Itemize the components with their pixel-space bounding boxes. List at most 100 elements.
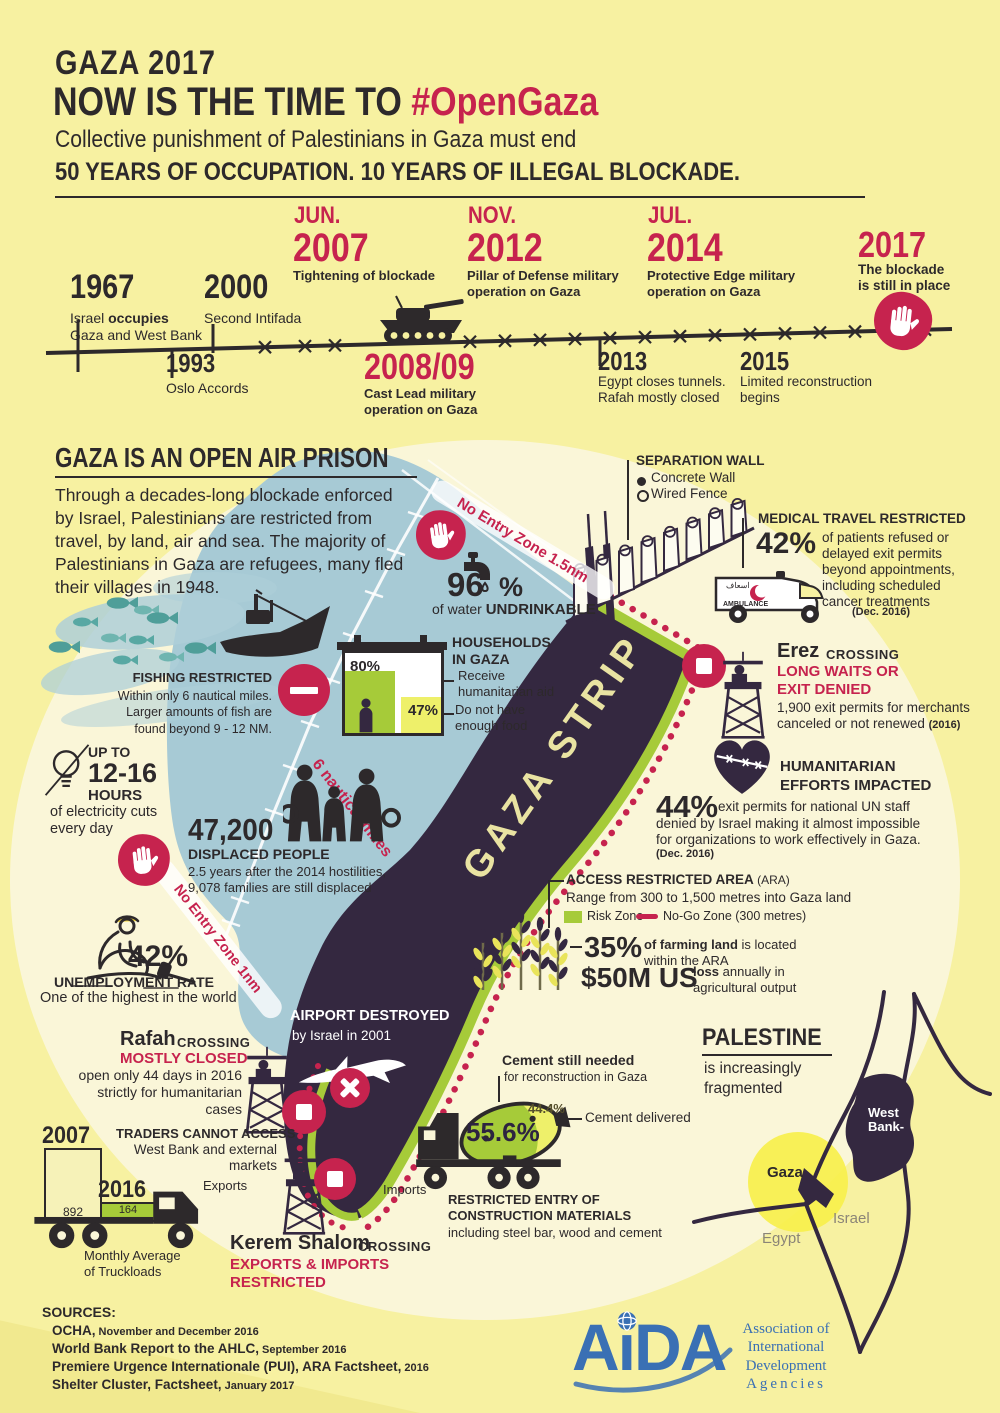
timeline-1967-l1b: occupies xyxy=(108,310,169,326)
timeline-2014-month: JUL. xyxy=(648,202,693,229)
globe-icon xyxy=(616,1311,637,1331)
timeline-2017-year: 2017 xyxy=(858,224,927,265)
no-fishing-icon xyxy=(278,664,330,716)
exports-label: Exports xyxy=(203,1178,248,1193)
electricity-hours-num: 12-16 xyxy=(88,758,158,788)
wired-fence-bullet-icon xyxy=(637,489,649,507)
faucet-icon xyxy=(456,544,508,599)
sources-label: SOURCES: xyxy=(42,1304,116,1320)
cement-restricted-1: RESTRICTED ENTRY OF xyxy=(448,1192,600,1207)
electricity-body: of electricity cuts every day xyxy=(50,804,158,838)
humanitarian-date: (Dec. 2016) xyxy=(656,848,715,860)
cement-delivered-label: Cement delivered xyxy=(585,1110,691,1125)
medical-body: of patients refused or delayed exit perm… xyxy=(822,530,955,609)
ara-title: ACCESS RESTRICTED AREA (ARA) xyxy=(566,872,790,887)
ara-callout-h xyxy=(548,880,564,882)
kerem-watchtower-icon xyxy=(276,1148,332,1241)
kerem-name: Kerem Shalom xyxy=(230,1232,371,1254)
aida-letter: A xyxy=(572,1310,620,1384)
households-chart: 80% 47% xyxy=(337,635,447,736)
households-title: HOUSEHOLDS IN GAZA xyxy=(452,634,551,667)
tank-icon xyxy=(380,295,464,343)
risk-zone-label: Risk Zone xyxy=(587,909,644,923)
erez-type: CROSSING xyxy=(826,647,900,662)
timeline-1993-desc: Oslo Accords xyxy=(166,380,249,396)
erez-body-2: canceled or not renewed (2016) xyxy=(777,716,961,731)
source-item: World Bank Report to the AHLC, September… xyxy=(52,1341,347,1356)
households-food-bar xyxy=(401,697,441,733)
timeline-2000-year: 2000 xyxy=(204,268,269,306)
water-pct: 96 xyxy=(447,566,484,603)
no-entry-hand-icon xyxy=(412,506,470,564)
humanitarian-body-2: denied by Israel making it almost imposs… xyxy=(656,816,921,848)
no-go-zone-swatch xyxy=(636,914,658,919)
truck-2016-year: 2016 xyxy=(98,1176,147,1203)
ara-callout-v xyxy=(548,880,550,928)
timeline-1967-l1a: Israel xyxy=(70,310,109,326)
electricity-icon xyxy=(40,740,96,805)
title-hashtag: #OpenGaza xyxy=(411,80,599,124)
cement-title: Cement still needed xyxy=(502,1052,635,1068)
medical-callout-line xyxy=(742,518,744,568)
truck-2016-value: 164 xyxy=(118,1204,138,1216)
timeline-2012-desc: Pillar of Defense military operation on … xyxy=(467,268,619,299)
source-item: Premiere Urgence Internationale (PUI), A… xyxy=(52,1359,429,1374)
source-item: Shelter Cluster, Factsheet, January 2017 xyxy=(52,1377,295,1392)
cement-mixer-icon xyxy=(412,1086,590,1199)
ara-pct: 35% xyxy=(584,932,643,964)
aida-letter: D xyxy=(634,1310,682,1384)
kicker: GAZA 2017 xyxy=(55,44,216,82)
displaced-body: 2.5 years after the 2014 hostilities, 9,… xyxy=(188,864,387,896)
truck-caption: Monthly Average of Truckloads xyxy=(84,1248,181,1279)
water-caption-bold: UNDRINKABLE xyxy=(485,601,596,618)
humanitarian-heart-icon xyxy=(706,734,778,803)
erez-watchtower-icon xyxy=(716,650,770,745)
palestine-title: PALESTINE xyxy=(702,1024,822,1051)
timeline-2015-desc: Limited reconstruction begins xyxy=(740,374,873,406)
wall-wired-label: Wired Fence xyxy=(651,486,728,501)
households-80-label: 80% xyxy=(350,658,381,675)
worker-icon xyxy=(48,900,228,1005)
erez-status-2: EXIT DENIED xyxy=(777,681,872,698)
erez-crossing-marker xyxy=(682,644,726,688)
timeline-2014-desc: Protective Edge military operation on Ga… xyxy=(647,268,796,299)
erez-name: Erez xyxy=(777,640,820,662)
west-bank-shape xyxy=(845,1073,915,1182)
risk-zone-swatch xyxy=(564,911,582,923)
traders-body: West Bank and external markets xyxy=(133,1142,277,1174)
aida-swoosh xyxy=(573,1347,733,1393)
truck-icon xyxy=(32,1178,218,1259)
rafah-name: Rafah xyxy=(120,1028,176,1050)
traders-title: TRADERS CANNOT ACCESS xyxy=(116,1126,296,1141)
kerem-status-1: EXPORTS & IMPORTS xyxy=(230,1256,390,1273)
rafah-status: MOSTLY CLOSED xyxy=(120,1050,248,1067)
ara-range: Range from 300 to 1,500 metres into Gaza… xyxy=(566,890,852,905)
electricity-upto: UP TO xyxy=(88,744,131,760)
erez-body-1: 1,900 exit permits for merchants xyxy=(777,700,970,715)
timeline-2012-year: 2012 xyxy=(467,226,543,270)
cement-sub: for reconstruction in Gaza xyxy=(504,1070,648,1084)
palestine-sub-2: fragmented xyxy=(704,1080,783,1097)
wall-title: SEPARATION WALL xyxy=(636,453,765,468)
ambulance-label: AMBULANCE xyxy=(723,601,768,608)
displaced-family-icon xyxy=(279,760,401,851)
stop-hand-icon xyxy=(871,289,935,353)
risk-zone-band xyxy=(357,597,699,1219)
truck-2007-year: 2007 xyxy=(42,1122,91,1149)
palestine-sub-1: is increasingly xyxy=(704,1060,802,1077)
palestine-underline xyxy=(702,1054,832,1056)
displaced-number: 47,200 xyxy=(188,812,274,847)
timeline-1967-year: 1967 xyxy=(70,268,135,306)
cement-delivered-pct: 44.4% xyxy=(528,1101,565,1116)
timeline-1993-year: 1993 xyxy=(166,348,216,378)
erez-date: (2016) xyxy=(928,719,961,731)
water-caption-normal: of water xyxy=(432,601,486,617)
kerem-crossing-marker xyxy=(314,1158,356,1200)
humanitarian-title-1: HUMANITARIAN xyxy=(780,758,896,775)
timeline-1967-l2: Gaza and West Bank xyxy=(70,326,203,343)
rafah-type: CROSSING xyxy=(177,1035,251,1050)
medical-date: (Dec. 2016) xyxy=(852,606,911,618)
no-go-zone-dots xyxy=(362,586,710,1232)
cement-restricted-2: CONSTRUCTION MATERIALS xyxy=(448,1208,632,1223)
